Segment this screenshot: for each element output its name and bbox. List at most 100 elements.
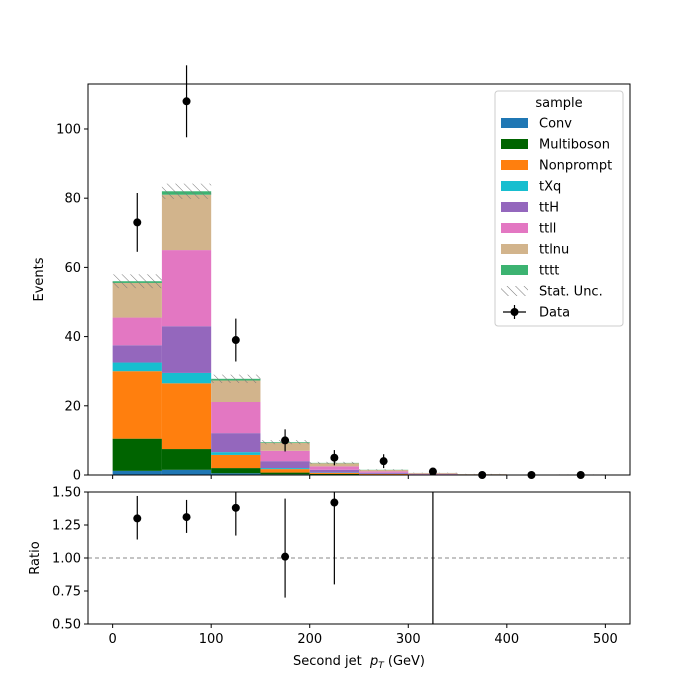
legend-swatch-multiboson (501, 139, 528, 149)
legend-label-tth: ttH (539, 201, 559, 216)
data-point-1 (182, 97, 191, 106)
ratio-xtick-label-500: 500 (593, 632, 618, 647)
main-ytick-label-100: 100 (56, 122, 81, 137)
legend-swatch-txq (501, 181, 528, 191)
ratio-panel: 0.50 0.75 1.00 1.25 1.50 0 100 200 300 400 500 Ra… (28, 486, 631, 671)
legend-label-txq: tXq (539, 180, 561, 195)
legend-label-data: Data (539, 306, 570, 321)
bar-multiboson-bin-0 (112, 438, 162, 471)
ratio-points (133, 492, 434, 624)
bar-nonprompt-bin-5 (359, 473, 409, 475)
legend-label-ttlnu: ttlnu (539, 243, 569, 258)
main-ytick-label-20: 20 (64, 399, 81, 414)
main-ytick-label-60: 60 (64, 261, 81, 276)
main-x-ticks (112, 475, 606, 479)
bar-nonprompt-bin-2 (211, 454, 261, 469)
data-point-3 (281, 436, 290, 445)
bar-tth-bin-3 (260, 461, 310, 469)
legend-swatch-conv (501, 118, 528, 128)
bar-ttll-bin-0 (112, 317, 162, 346)
stat-unc-bin-5 (359, 469, 409, 471)
main-panel: 0 20 40 60 80 100 Events sample Conv Multiboson… (32, 65, 631, 484)
bar-conv-bin-2 (211, 473, 261, 475)
main-ytick-label-40: 40 (64, 330, 81, 345)
x-axis-label-main: Second jet (293, 654, 370, 669)
ratio-ytick-label-0: 0.50 (52, 618, 81, 633)
legend-label-stat-unc: Stat. Unc. (539, 285, 603, 300)
bar-txq-bin-1 (161, 372, 212, 384)
bar-tth-bin-2 (211, 433, 261, 453)
bar-ttlnu-bin-1 (161, 194, 212, 251)
legend-swatch-tttt (501, 265, 528, 275)
legend-title: sample (535, 96, 582, 111)
bar-ttll-bin-1 (161, 250, 212, 327)
bar-txq-bin-2 (211, 452, 261, 455)
legend-label-ttll: ttll (539, 222, 556, 237)
legend-label-conv: Conv (539, 117, 572, 132)
stat-unc-bin-0 (112, 274, 162, 289)
main-ytick-label-0: 0 (73, 469, 81, 484)
ratio-axes-frame (87, 491, 631, 625)
stat-unc-bin-1 (161, 183, 212, 199)
x-axis-label-var: p (369, 654, 378, 669)
ratio-point-0 (133, 514, 142, 523)
bar-tth-bin-5 (359, 472, 409, 474)
bar-ttll-bin-2 (211, 401, 261, 434)
ratio-point-4 (330, 498, 339, 507)
data-point-5 (379, 457, 388, 466)
data-point-6 (428, 467, 437, 476)
bar-txq-bin-3 (260, 468, 310, 470)
bar-nonprompt-bin-1 (161, 383, 212, 450)
data-points (133, 65, 585, 479)
legend-label-multiboson: Multiboson (539, 138, 610, 153)
ratio-ytick-label-1: 0.75 (52, 585, 81, 600)
bar-ttll-bin-4 (309, 466, 359, 470)
stacked-bars (112, 191, 606, 475)
data-point-4 (330, 453, 339, 462)
ratio-xtick-label-300: 300 (396, 632, 421, 647)
data-point-0 (133, 218, 142, 227)
x-axis-label: Second jet pT (GeV) (293, 654, 425, 671)
x-axis-label-sub: T (378, 661, 385, 671)
bar-tth-bin-4 (309, 469, 359, 473)
ratio-xtick-label-100: 100 (199, 632, 224, 647)
bar-txq-bin-0 (112, 362, 162, 372)
bar-tth-bin-0 (112, 345, 162, 363)
bar-conv-bin-0 (112, 470, 162, 475)
ratio-ytick-label-2: 1.00 (52, 552, 81, 567)
bar-multiboson-bin-3 (260, 472, 310, 475)
bar-conv-bin-1 (161, 469, 212, 475)
ratio-ytick-label-3: 1.25 (52, 519, 81, 534)
bar-ttll-bin-5 (359, 471, 409, 473)
bar-tth-bin-1 (161, 326, 212, 373)
data-point-2 (231, 336, 240, 345)
ratio-y-axis-label: Ratio (28, 541, 43, 574)
stat-unc-bin-2 (211, 374, 261, 383)
main-axes-frame (87, 83, 631, 476)
ratio-point-1 (182, 513, 191, 522)
legend-label-nonprompt: Nonprompt (539, 159, 612, 174)
main-ytick-label-80: 80 (64, 192, 81, 207)
bar-nonprompt-bin-4 (309, 472, 359, 474)
x-axis-label-unit: (GeV) (384, 654, 425, 669)
ratio-ytick-label-4: 1.50 (52, 486, 81, 501)
bar-ttlnu-bin-5 (359, 469, 409, 472)
bar-multiboson-bin-1 (161, 449, 212, 470)
bar-nonprompt-bin-3 (260, 469, 310, 473)
ratio-y-ticks: 0.50 0.75 1.00 1.25 1.50 (52, 486, 88, 633)
bar-multiboson-bin-2 (211, 468, 261, 474)
legend-swatch-stat-unc (501, 286, 528, 296)
bar-multiboson-bin-4 (309, 473, 359, 475)
legend: sample Conv Multiboson Nonprompt tXq ttH ttll t… (494, 90, 624, 327)
y-axis-label: Events (32, 257, 47, 301)
ratio-point-2 (231, 503, 240, 512)
bar-ttlnu-bin-0 (112, 282, 162, 318)
ratio-xtick-label-200: 200 (297, 632, 322, 647)
legend-swatch-ttll (501, 223, 528, 233)
main-y-ticks: 0 20 40 60 80 100 (56, 122, 88, 484)
ratio-xtick-label-400: 400 (494, 632, 519, 647)
ratio-x-ticks: 0 100 200 300 400 500 (108, 624, 618, 647)
legend-swatch-ttlnu (501, 244, 528, 254)
ratio-xtick-label-0: 0 (108, 632, 116, 647)
bar-nonprompt-bin-0 (112, 371, 162, 439)
